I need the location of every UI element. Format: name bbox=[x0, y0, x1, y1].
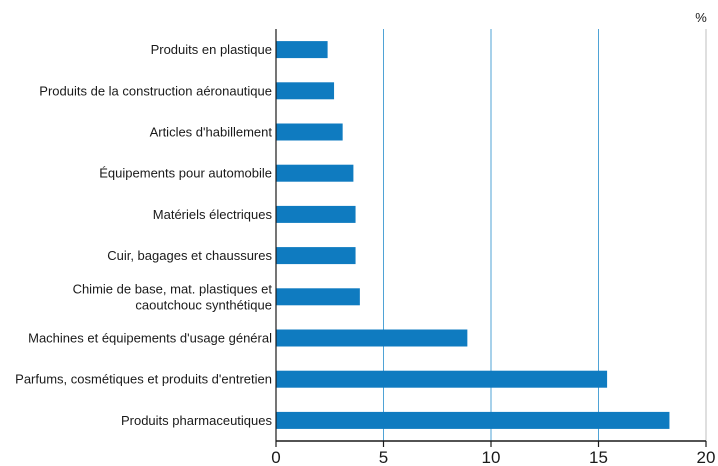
category-label-8: Machines et équipements d'usage général bbox=[28, 331, 272, 346]
bar-10 bbox=[276, 411, 670, 429]
category-label-5: Matériels électriques bbox=[153, 207, 273, 222]
unit-label: % bbox=[695, 10, 707, 25]
bar-8 bbox=[276, 329, 468, 347]
category-label-7-line-1: Chimie de base, mat. plastiques et bbox=[73, 281, 273, 296]
x-tick-label-0: 0 bbox=[271, 448, 280, 466]
bars bbox=[276, 41, 670, 429]
bar-5 bbox=[276, 205, 356, 223]
bar-3 bbox=[276, 123, 343, 141]
category-labels: Produits en plastique Produits de la cons… bbox=[15, 42, 272, 428]
category-label-2: Produits de la construction aéronautique bbox=[39, 83, 272, 98]
x-axis: 0 5 10 15 20 bbox=[271, 29, 715, 466]
x-tick-label-10: 10 bbox=[482, 448, 501, 466]
category-label-9: Parfums, cosmétiques et produits d'entre… bbox=[15, 372, 272, 387]
category-label-7-line-2: caoutchouc synthétique bbox=[135, 297, 272, 312]
x-tick-label-5: 5 bbox=[379, 448, 388, 466]
bar-9 bbox=[276, 370, 608, 388]
x-tick-label-15: 15 bbox=[589, 448, 608, 466]
category-label-10: Produits pharmaceutiques bbox=[121, 413, 273, 428]
bar-1 bbox=[276, 41, 328, 59]
category-label-1: Produits en plastique bbox=[151, 42, 272, 57]
x-tick-label-20: 20 bbox=[697, 448, 716, 466]
bar-6 bbox=[276, 247, 356, 265]
bar-2 bbox=[276, 82, 335, 100]
bar-4 bbox=[276, 164, 354, 182]
bar-7 bbox=[276, 288, 360, 306]
category-label-3: Articles d'habillement bbox=[150, 125, 273, 140]
category-label-4: Équipements pour automobile bbox=[99, 166, 272, 181]
category-label-6: Cuir, bagages et chaussures bbox=[107, 248, 272, 263]
